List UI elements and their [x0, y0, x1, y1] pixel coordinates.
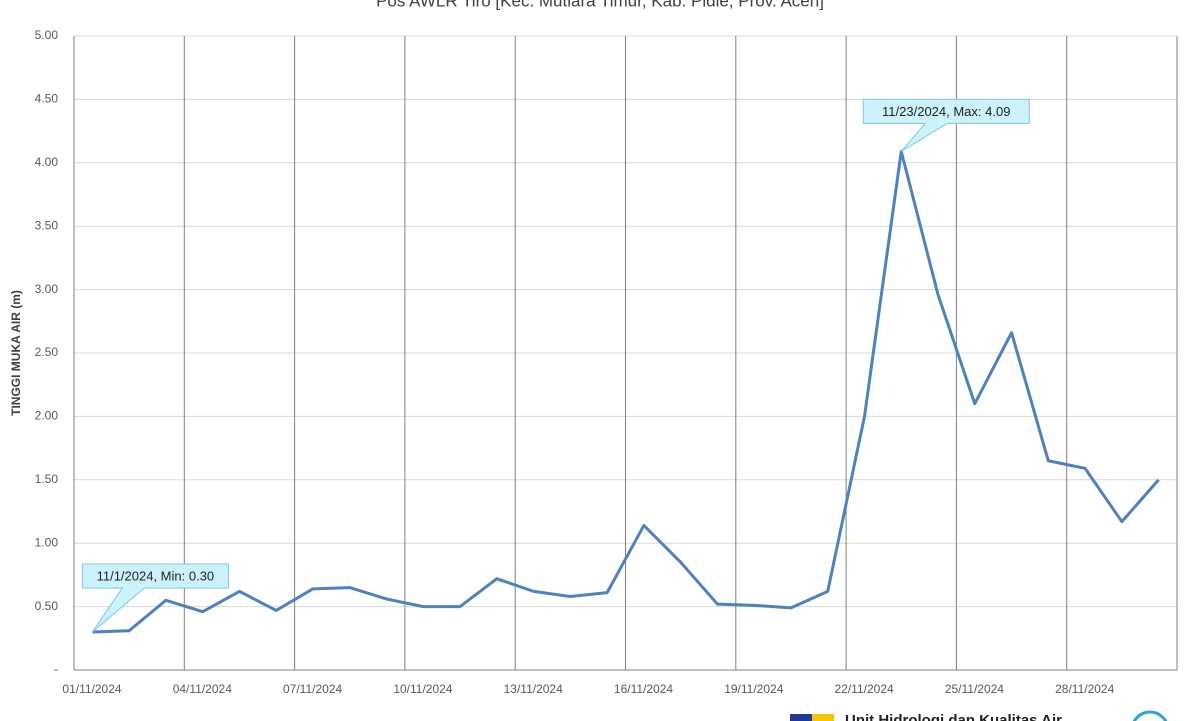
logo — [812, 714, 834, 721]
annotation: 11/1/2024, Min: 0.30 — [97, 568, 215, 583]
x-tick-label: 22/11/2024 — [835, 682, 894, 696]
logo-circle — [1132, 710, 1168, 721]
y-tick-label: 5.00 — [35, 28, 59, 42]
y-tick-label: 2.50 — [35, 345, 59, 359]
y-tick-label: 3.00 — [35, 282, 59, 296]
x-tick-label: 13/11/2024 — [504, 682, 563, 696]
x-tick-label: 10/11/2024 — [393, 682, 452, 696]
y-tick-label: 4.50 — [35, 92, 59, 106]
chart-title: Pos AWLR Tiro [Kec. Mutiara Timur, Kab. … — [376, 0, 824, 10]
x-tick-label: 19/11/2024 — [724, 682, 783, 696]
y-tick-label: 4.00 — [35, 155, 59, 169]
x-tick-label: 16/11/2024 — [614, 682, 673, 696]
data-line — [92, 149, 1160, 634]
y-tick-label: 3.50 — [35, 218, 59, 232]
x-tick-label: 07/11/2024 — [283, 682, 342, 696]
x-tick-label: 04/11/2024 — [173, 682, 232, 696]
annotation: 11/23/2024, Max: 4.09 — [882, 104, 1010, 119]
y-tick-label: 0.50 — [35, 599, 59, 613]
footer-text: Unit Hidrologi dan Kualitas Air — [845, 712, 1062, 721]
x-tick-label: 28/11/2024 — [1055, 682, 1114, 696]
y-tick-label: - — [54, 662, 58, 676]
y-tick-label: 1.00 — [35, 535, 59, 549]
callout — [81, 563, 229, 633]
y-tick-label: 2.00 — [35, 409, 59, 423]
logo — [790, 714, 812, 721]
y-tick-label: 1.50 — [35, 472, 59, 486]
x-tick-label: 25/11/2024 — [945, 682, 1004, 696]
callout — [862, 98, 1030, 152]
x-tick-label: 01/11/2024 — [62, 682, 121, 696]
y-axis-label: TINGGI MUKA AIR (m) — [9, 290, 23, 416]
